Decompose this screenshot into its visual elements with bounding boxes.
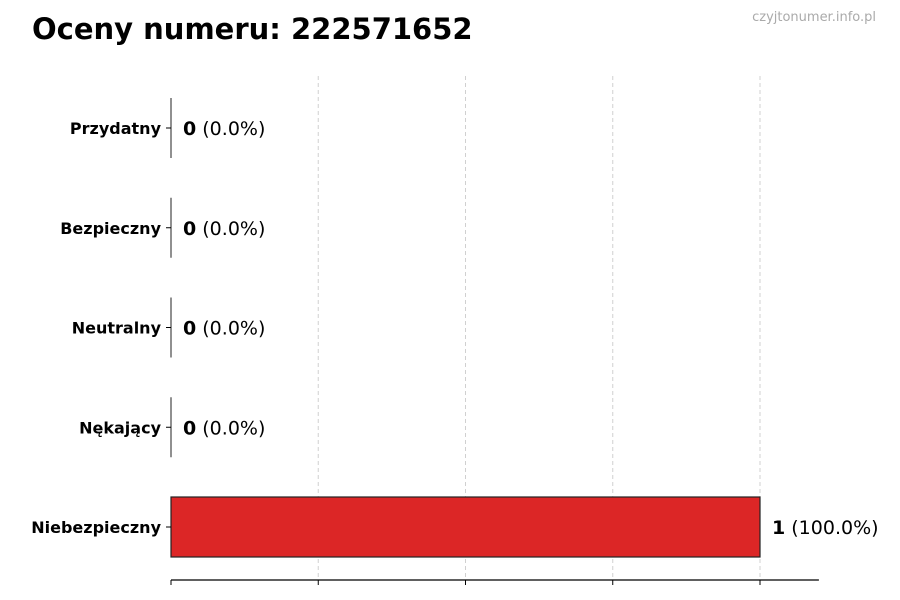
- data-label-value: 1: [772, 517, 785, 539]
- data-label: 0 (0.0%): [183, 218, 265, 240]
- data-label-value: 0: [183, 218, 196, 240]
- y-tick-label: Bezpieczny: [60, 219, 161, 238]
- data-label-percent: (0.0%): [196, 118, 265, 140]
- chart-title: Oceny numeru: 222571652: [32, 12, 473, 46]
- data-label: 0 (0.0%): [183, 318, 265, 340]
- data-label-percent: (0.0%): [196, 417, 265, 439]
- bar: [170, 496, 761, 558]
- y-tick-label: Neutralny: [72, 319, 162, 338]
- data-label-percent: (0.0%): [196, 318, 265, 340]
- watermark: czyjtonumer.info.pl: [752, 10, 876, 25]
- y-tick-label: Nękający: [79, 418, 161, 437]
- y-tick-label: Przydatny: [70, 119, 162, 138]
- data-label: 0 (0.0%): [183, 118, 265, 140]
- y-tick-label: Niebezpieczny: [31, 518, 161, 537]
- data-label: 0 (0.0%): [183, 417, 265, 439]
- data-label-value: 0: [183, 118, 196, 140]
- data-label: 1 (100.0%): [772, 517, 879, 539]
- data-label-value: 0: [183, 318, 196, 340]
- data-label-percent: (100.0%): [785, 517, 878, 539]
- data-label-percent: (0.0%): [196, 218, 265, 240]
- data-label-value: 0: [183, 417, 196, 439]
